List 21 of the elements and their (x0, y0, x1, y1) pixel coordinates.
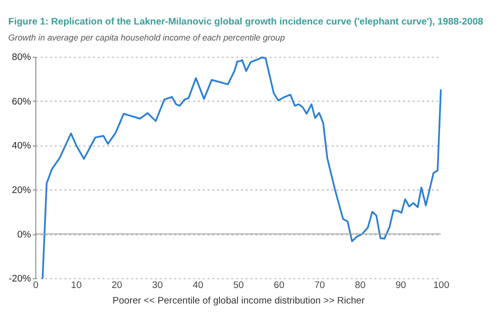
x-tick-label: 90 (395, 280, 406, 292)
chart-title: Figure 1: Replication of the Lakner-Milanovic global growth incidence curve ('elephant curve'), 1988-2008 (8, 16, 484, 28)
x-tick-label: 10 (71, 280, 82, 292)
x-tick-label: 60 (274, 280, 284, 292)
x-tick-label: 40 (192, 280, 204, 292)
y-tick-label: 80% (12, 52, 32, 64)
y-tick-label: 60% (12, 96, 32, 108)
x-tick-label: 30 (152, 280, 163, 292)
chart-subtitle: Growth in average per capita household income of each percentile group (8, 32, 286, 43)
x-axis-title: Poorer << Percentile of global income distribution >> Richer (112, 296, 366, 307)
x-tick-label: 100 (433, 280, 450, 292)
x-tick-label: 20 (112, 280, 122, 292)
y-tick-label: -20% (8, 274, 32, 285)
x-tick-label: 50 (233, 280, 244, 292)
y-tick-label: 0% (17, 229, 32, 240)
x-tick-label: 70 (314, 280, 325, 292)
x-tick-label: 0 (33, 280, 38, 292)
x-tick-label: 80 (354, 280, 366, 292)
y-tick-label: 40% (12, 140, 32, 152)
line-series (42, 56, 442, 280)
y-tick-label: 20% (12, 185, 32, 196)
